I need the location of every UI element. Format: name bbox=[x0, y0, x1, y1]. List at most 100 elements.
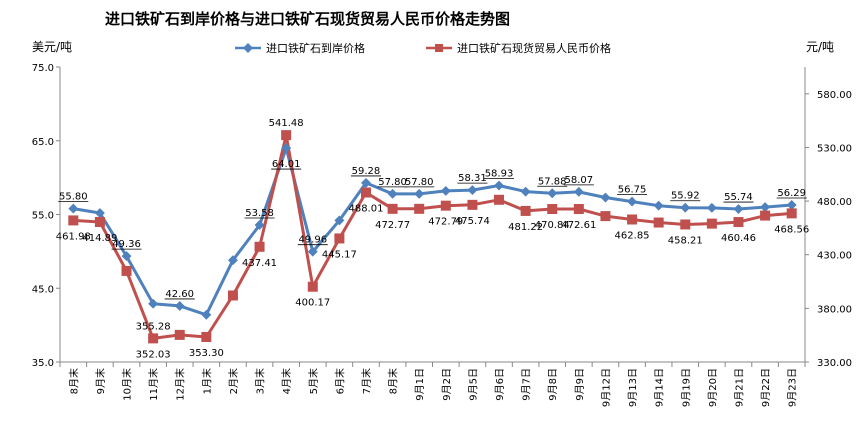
x-tick-label: 9月19日 bbox=[680, 368, 692, 407]
data-label: 53.58 bbox=[245, 208, 274, 219]
data-label: 414.89 bbox=[82, 233, 117, 244]
series-1-point bbox=[653, 200, 664, 211]
right-tick-label: 580.00 bbox=[817, 90, 852, 101]
data-label: 42.60 bbox=[165, 289, 194, 300]
right-axis-ticks: 580.00 530.00 480.00 430.00 380.00 330.00 bbox=[805, 90, 852, 369]
x-tick-label: 9月6日 bbox=[494, 368, 506, 401]
series-1-point bbox=[520, 186, 531, 197]
series-line-2 bbox=[73, 133, 792, 340]
data-label: 49.36 bbox=[112, 239, 141, 250]
left-axis-unit: 美元/吨 bbox=[32, 40, 72, 54]
x-tick-label: 2月末 bbox=[227, 368, 240, 394]
x-tick-label: 9月9日 bbox=[574, 368, 586, 401]
data-label: 64.01 bbox=[272, 159, 301, 170]
series-1-point bbox=[174, 301, 185, 311]
series-2-point bbox=[227, 290, 238, 301]
x-tick-label: 9月22日 bbox=[760, 368, 772, 407]
data-label: 472.79 bbox=[428, 217, 463, 228]
legend-item-series-2: 进口铁矿石现货贸易人民币价格 bbox=[426, 41, 611, 55]
series-1-point bbox=[627, 196, 638, 207]
series-2-point bbox=[440, 200, 451, 211]
right-axis-unit: 元/吨 bbox=[806, 40, 834, 54]
series-1-point bbox=[68, 203, 79, 214]
x-tick-label: 9月20日 bbox=[707, 368, 719, 407]
series-2-point bbox=[148, 333, 159, 344]
data-label: 462.85 bbox=[615, 230, 650, 241]
data-label: 55.74 bbox=[724, 192, 753, 203]
x-tick-label: 9月12日 bbox=[600, 368, 612, 407]
series-line-1 bbox=[73, 146, 792, 317]
data-label: 56.29 bbox=[777, 188, 806, 199]
data-label: 55.80 bbox=[59, 192, 88, 203]
legend-marker-square bbox=[435, 44, 443, 52]
data-label: 57.88 bbox=[538, 176, 567, 187]
x-tick-label: 9月13日 bbox=[627, 368, 639, 407]
series-1-point bbox=[227, 255, 238, 266]
left-tick-label: 65.0 bbox=[32, 137, 54, 148]
legend-marker-diamond bbox=[243, 43, 253, 53]
right-tick-label: 380.00 bbox=[817, 304, 852, 315]
data-label: 56.75 bbox=[618, 185, 647, 196]
data-label: 58.31 bbox=[458, 173, 487, 184]
series-1-point bbox=[414, 188, 425, 199]
series-2-point bbox=[360, 187, 371, 198]
series-2-point bbox=[680, 219, 691, 230]
series-2-point bbox=[494, 194, 505, 205]
series-1-point bbox=[387, 188, 398, 199]
series-2-point bbox=[281, 130, 292, 141]
x-tick-label: 3月末 bbox=[254, 368, 267, 394]
data-label: 352.03 bbox=[136, 349, 171, 360]
data-label: 472.77 bbox=[375, 220, 410, 231]
series-2-point bbox=[174, 329, 185, 340]
left-tick-label: 75.0 bbox=[32, 63, 54, 74]
left-axis-ticks: 75.0 65.0 55.0 45.0 35.0 bbox=[32, 63, 60, 369]
x-tick-label: 8月末 bbox=[67, 368, 80, 394]
series-2-point bbox=[68, 215, 79, 226]
data-label: 353.30 bbox=[189, 348, 224, 359]
series-1-point bbox=[494, 180, 504, 191]
series-1-point bbox=[281, 143, 292, 154]
series-2-point bbox=[414, 203, 425, 214]
x-tick-label: 9月23日 bbox=[787, 368, 799, 407]
data-label: 461.98 bbox=[56, 231, 91, 242]
x-tick-label: 1月末 bbox=[200, 368, 213, 394]
data-labels: 55.8049.3642.6053.5864.0149.9659.2857.80… bbox=[56, 118, 809, 360]
left-tick-label: 55.0 bbox=[32, 211, 54, 222]
x-tick-label: 4月末 bbox=[280, 368, 293, 394]
series-1-point bbox=[94, 208, 105, 218]
series-1-point bbox=[733, 204, 744, 214]
series-2-point bbox=[467, 199, 478, 210]
series-1-point bbox=[201, 309, 212, 320]
x-tick-label: 9月2日 bbox=[441, 368, 453, 401]
data-label: 400.17 bbox=[295, 298, 330, 309]
data-label: 437.41 bbox=[242, 258, 277, 269]
series-1-point bbox=[361, 177, 371, 188]
x-tick-label: 8月末 bbox=[387, 368, 400, 394]
series-1-point bbox=[600, 192, 611, 203]
series-1-point bbox=[786, 200, 797, 210]
chart-title: 进口铁矿石到岸价格与进口铁矿石现货贸易人民币价格走势图 bbox=[105, 10, 510, 28]
x-tick-label: 7月末 bbox=[360, 368, 373, 394]
series-1-point bbox=[547, 188, 558, 199]
legend: 进口铁矿石到岸价格 进口铁矿石现货贸易人民币价格 bbox=[235, 41, 611, 55]
x-tick-label: 6月末 bbox=[333, 368, 346, 394]
right-tick-label: 530.00 bbox=[817, 143, 852, 154]
x-tick-label: 11月末 bbox=[147, 368, 160, 401]
data-label: 59.28 bbox=[352, 166, 381, 177]
data-label: 49.96 bbox=[298, 235, 327, 246]
x-tick-label: 9月7日 bbox=[521, 368, 533, 401]
data-label: 55.92 bbox=[671, 191, 700, 202]
data-label: 460.46 bbox=[721, 233, 756, 244]
data-label: 475.74 bbox=[455, 216, 490, 227]
series-1-point bbox=[573, 186, 584, 197]
series-2-point bbox=[334, 233, 345, 244]
data-label: 472.61 bbox=[561, 220, 596, 231]
right-tick-label: 330.00 bbox=[817, 358, 852, 369]
x-tick-label: 9月8日 bbox=[547, 368, 559, 401]
data-label: 468.56 bbox=[774, 224, 809, 235]
x-tick-label: 9月21日 bbox=[733, 368, 745, 407]
series-1-point bbox=[307, 246, 318, 257]
series-2-point bbox=[706, 218, 717, 229]
left-tick-label: 35.0 bbox=[32, 358, 54, 369]
